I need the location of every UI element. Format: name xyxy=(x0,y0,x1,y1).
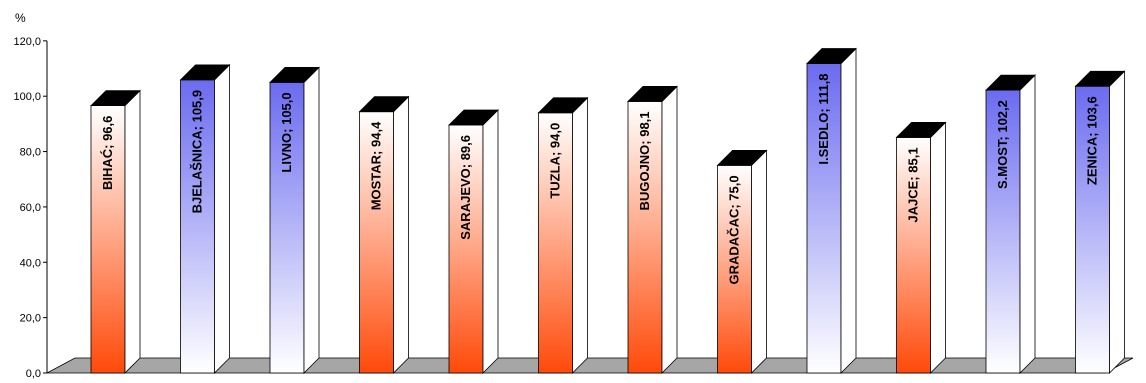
bar: BUGOJNO; 98,1 xyxy=(627,85,678,374)
bar-side xyxy=(1019,74,1036,374)
bar-top xyxy=(627,86,678,102)
y-tick-label: 100,0 xyxy=(13,91,41,103)
bar: BJELAŠNICA; 105,9 xyxy=(179,63,231,374)
bar-data-label: LIVNO; 105,0 xyxy=(279,92,294,172)
bar-data-label: GRADAČAC; 75,0 xyxy=(727,175,742,284)
bar-data-label: SARAJEVO; 89,6 xyxy=(458,135,473,240)
y-tick-label: 120,0 xyxy=(13,36,41,48)
chart-floor xyxy=(46,357,1134,374)
bar: S.MOST; 102,2 xyxy=(985,74,1036,374)
bar-side xyxy=(572,96,588,374)
bar-data-label: BJELAŠNICA; 105,9 xyxy=(190,90,205,214)
bar-side xyxy=(1109,70,1125,374)
bar-data-label: ZENICA; 103,6 xyxy=(1085,96,1100,185)
bar-front xyxy=(180,79,215,374)
bar-front xyxy=(1075,85,1110,374)
bar-front xyxy=(717,164,752,374)
bar-top xyxy=(1074,70,1126,87)
bar-side xyxy=(482,109,499,374)
bar: GRADAČAC; 75,0 xyxy=(716,149,768,374)
bar-top xyxy=(537,97,589,114)
y-tick-label: 20,0 xyxy=(20,313,41,325)
bar-front xyxy=(538,112,573,374)
bar-top xyxy=(716,149,768,166)
bar-side xyxy=(661,85,678,374)
bar-side xyxy=(124,89,141,374)
y-axis-unit: % xyxy=(15,11,26,25)
bar-side xyxy=(930,121,946,374)
y-tick-label: 80,0 xyxy=(20,147,41,159)
bar: ZENICA; 103,6 xyxy=(1074,70,1126,374)
bar-front xyxy=(269,81,305,374)
bar-data-label: TUZLA; 94,0 xyxy=(548,123,563,199)
bar-top xyxy=(806,48,857,64)
bar-data-label: BUGOJNO; 98,1 xyxy=(637,111,652,210)
bar-side xyxy=(751,149,767,374)
bar-data-label: BIHAĆ; 96,6 xyxy=(100,116,115,190)
bar: I.SEDLO; 111,8 xyxy=(806,47,857,374)
bar: LIVNO; 105,0 xyxy=(269,66,320,374)
bar-data-label: MOSTAR; 94,4 xyxy=(369,121,384,210)
bar-top xyxy=(985,74,1036,91)
bar-top xyxy=(448,109,499,126)
bar-front xyxy=(90,105,126,374)
bar-side xyxy=(214,63,230,374)
bar-front xyxy=(359,111,394,374)
bar: JAJCE; 85,1 xyxy=(895,121,947,374)
bar: BIHAĆ; 96,6 xyxy=(90,89,141,374)
y-axis-ticks: 0,0 20,0 40,0 60,0 80,0 100,0 120,0 xyxy=(13,36,47,380)
bar-data-label: I.SEDLO; 111,8 xyxy=(816,74,831,165)
y-tick-label: 60,0 xyxy=(20,202,41,214)
bar-top xyxy=(269,66,320,83)
bar-data-label: JAJCE; 85,1 xyxy=(906,147,921,222)
bar-side xyxy=(303,66,320,374)
bar-top xyxy=(179,64,231,81)
bar: SARAJEVO; 89,6 xyxy=(448,109,499,374)
bar-side xyxy=(393,95,409,374)
y-tick-label: 0,0 xyxy=(26,368,41,380)
y-tick-label: 40,0 xyxy=(20,257,41,269)
bar-front xyxy=(448,124,484,374)
bar-front xyxy=(896,137,931,374)
bar-data-label: S.MOST; 102,2 xyxy=(995,100,1010,189)
bars: BIHAĆ; 96,6 BJELAŠNICA; 105,9 LIVNO; 105,0… xyxy=(90,47,1126,374)
bar-top xyxy=(90,90,141,107)
bar: MOSTAR; 94,4 xyxy=(358,95,410,374)
bar: TUZLA; 94,0 xyxy=(537,96,589,374)
bar-top xyxy=(358,96,410,113)
bar-top xyxy=(895,122,947,138)
bar-side xyxy=(840,47,857,374)
